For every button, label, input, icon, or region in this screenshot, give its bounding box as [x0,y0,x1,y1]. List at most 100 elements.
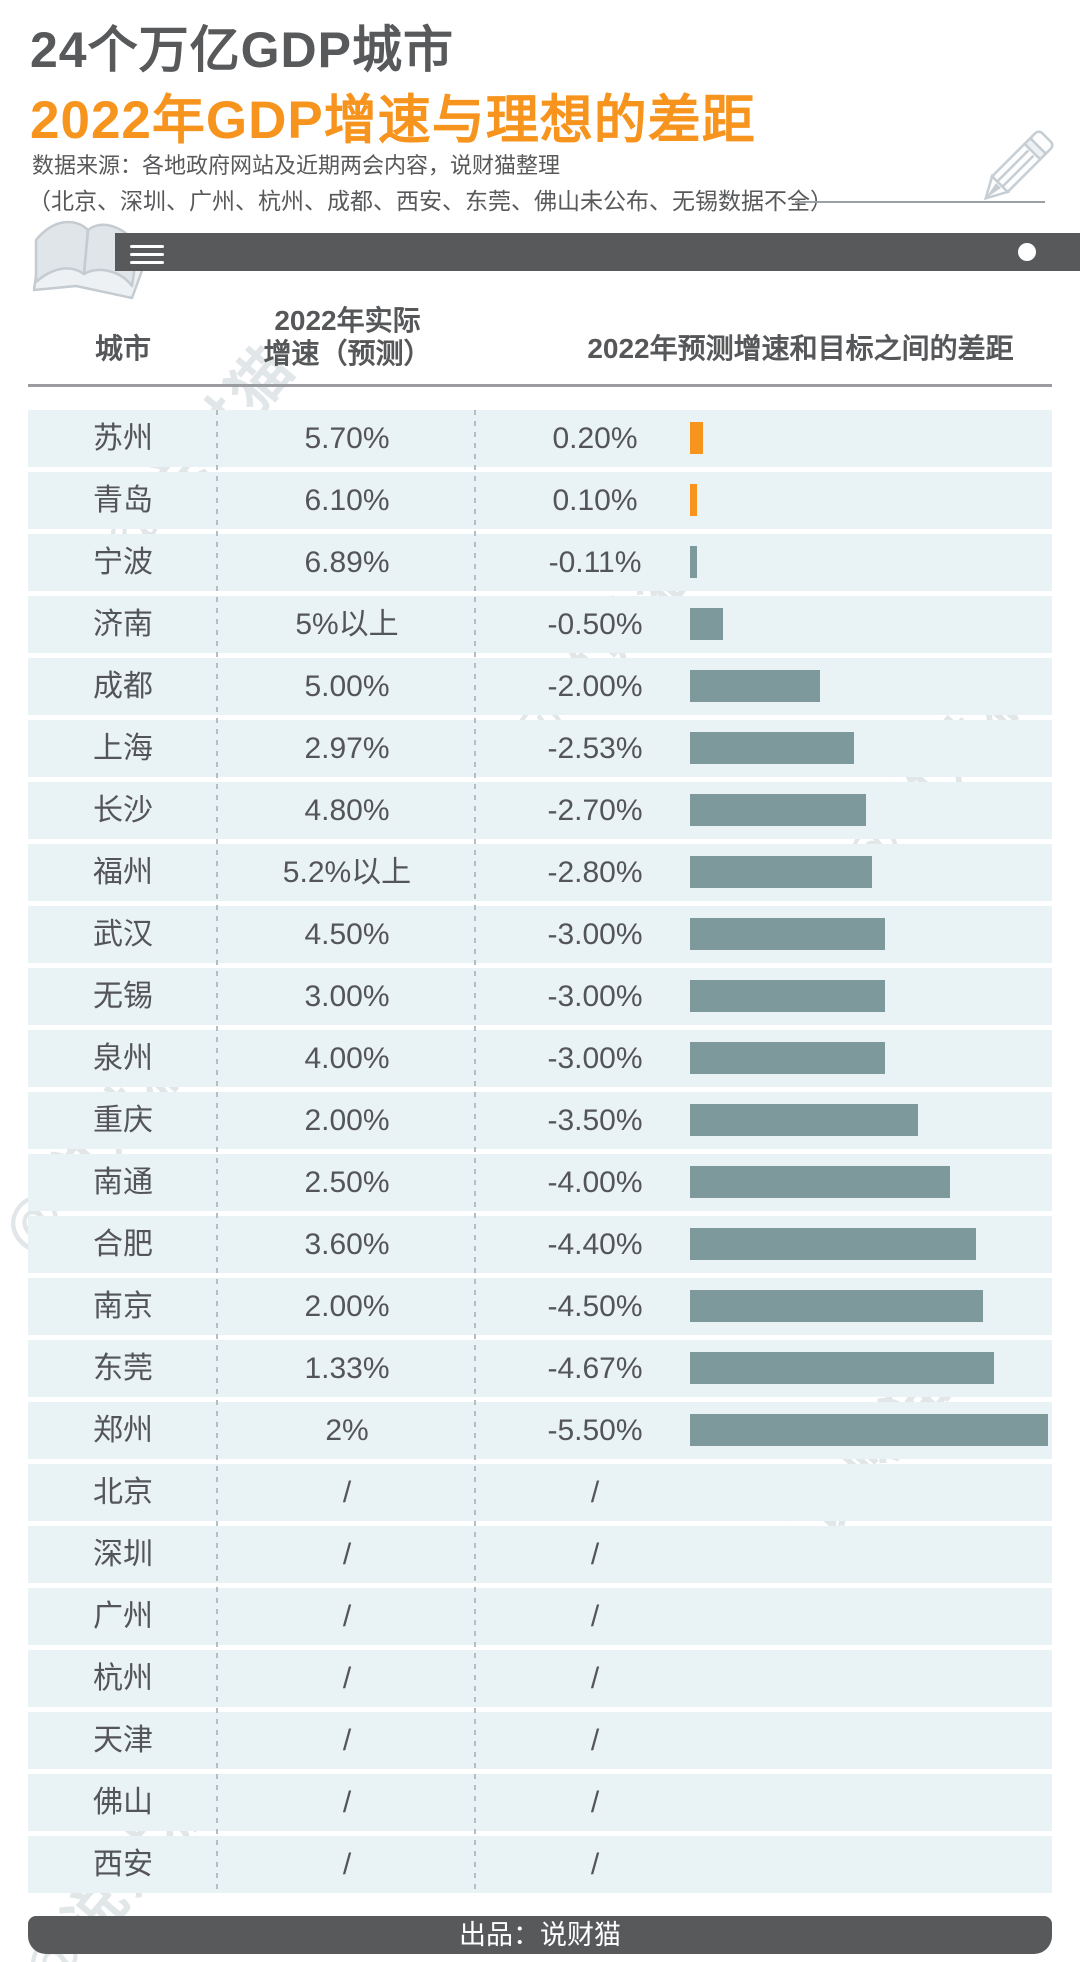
pencil-icon [983,130,1054,201]
actual-growth-value: 1.33% [304,1352,390,1385]
gap-value: -0.11% [548,546,642,579]
gap-value: -2.53% [547,732,643,765]
actual-growth-value: 4.50% [304,918,390,951]
dot-icon [1018,243,1036,261]
city-name: 青岛 [93,484,153,517]
actual-growth-value: 3.00% [304,980,390,1013]
city-name: 合肥 [93,1228,153,1261]
table-row: 佛山 / / [28,1774,1052,1831]
table-row: 合肥 3.60% -4.40% [28,1216,1052,1273]
gap-bar [690,422,703,454]
actual-growth-value: 5.2%以上 [282,856,412,889]
actual-growth-value: / [342,1538,352,1571]
city-name: 苏州 [93,422,153,455]
gap-value: / [590,1476,600,1509]
city-name: 杭州 [93,1662,153,1695]
actual-growth-value: / [342,1848,352,1881]
table-row: 泉州 4.00% -3.00% [28,1030,1052,1087]
gap-value: -4.40% [547,1228,643,1261]
gap-bar [690,1042,885,1074]
column-header-actual-line1: 2022年实际 [274,305,421,336]
table-row: 成都 5.00% -2.00% [28,658,1052,715]
gap-value: 0.10% [552,484,638,517]
gap-bar [690,732,854,764]
actual-growth-value: 4.80% [304,794,390,827]
gap-bar [690,1166,950,1198]
table-row: 天津 / / [28,1712,1052,1769]
table-row: 上海 2.97% -2.53% [28,720,1052,777]
gap-value: / [590,1786,600,1819]
actual-growth-value: 5.00% [304,670,390,703]
actual-growth-value: / [342,1600,352,1633]
actual-growth-value: 5%以上 [295,608,399,641]
city-name: 宁波 [93,546,153,579]
city-name: 福州 [93,856,153,889]
decorative-rule [795,201,1045,203]
actual-growth-value: 6.10% [304,484,390,517]
gap-value: -3.50% [547,1104,643,1137]
data-source-note: 数据来源：各地政府网站及近期两会内容，说财猫整理 [32,153,561,178]
gap-bar [690,794,866,826]
city-name: 无锡 [93,980,153,1013]
gap-bar [690,546,697,578]
actual-growth-value: / [342,1662,352,1695]
city-name: 泉州 [93,1042,153,1075]
divider-bar [115,233,1080,271]
city-name: 长沙 [93,794,153,827]
table-row: 长沙 4.80% -2.70% [28,782,1052,839]
city-name: 南京 [93,1290,153,1323]
gap-value: -5.50% [547,1414,643,1447]
actual-growth-value: 4.00% [304,1042,390,1075]
table-body: 苏州 5.70% 0.20% 青岛 6.10% 0.10% 宁波 6.89% -… [28,410,1052,1898]
column-separator [474,410,476,1893]
table-row: 西安 / / [28,1836,1052,1893]
actual-growth-value: 2.00% [304,1290,390,1323]
table-row: 北京 / / [28,1464,1052,1521]
table-row: 深圳 / / [28,1526,1052,1583]
table-row: 广州 / / [28,1588,1052,1645]
actual-growth-value: 2% [325,1414,369,1447]
gap-bar [690,1228,976,1260]
gap-bar [690,608,723,640]
table-row: 福州 5.2%以上 -2.80% [28,844,1052,901]
gap-bar [690,1290,983,1322]
page-subtitle: 2022年GDP增速与理想的差距 [30,91,756,150]
gap-bar [690,670,820,702]
city-name: 西安 [93,1848,153,1881]
credit-bar: 出品：说财猫 [28,1916,1052,1954]
gap-value: -3.00% [547,918,643,951]
actual-growth-value: / [342,1476,352,1509]
gap-value: -3.00% [547,1042,643,1075]
table-row: 武汉 4.50% -3.00% [28,906,1052,963]
gap-bar [690,918,885,950]
header-underline [28,384,1052,387]
actual-growth-value: 5.70% [304,422,390,455]
city-name: 济南 [93,608,153,641]
gap-bar [690,484,697,516]
gap-value: / [590,1724,600,1757]
gap-value: / [590,1600,600,1633]
gap-value: -2.00% [547,670,643,703]
column-header-city: 城市 [94,333,151,364]
city-name: 广州 [93,1600,153,1633]
city-name: 南通 [93,1166,153,1199]
menu-icon [130,240,164,264]
column-header-actual-line2: 增速（预测） [263,338,432,369]
table-row: 青岛 6.10% 0.10% [28,472,1052,529]
gap-bar [690,980,885,1012]
table-row: 郑州 2% -5.50% [28,1402,1052,1459]
table-row: 无锡 3.00% -3.00% [28,968,1052,1025]
table-row: 重庆 2.00% -3.50% [28,1092,1052,1149]
gap-value: -4.67% [547,1352,643,1385]
gap-value: / [590,1848,600,1881]
table-row: 济南 5%以上 -0.50% [28,596,1052,653]
table-row: 宁波 6.89% -0.11% [28,534,1052,591]
city-name: 上海 [93,732,153,765]
column-header-gap: 2022年预测增速和目标之间的差距 [587,333,1014,364]
city-name: 成都 [93,670,153,703]
actual-growth-value: / [342,1786,352,1819]
gap-value: / [590,1538,600,1571]
actual-growth-value: / [342,1724,352,1757]
gap-value: 0.20% [552,422,638,455]
page-title: 24个万亿GDP城市 [30,22,454,78]
